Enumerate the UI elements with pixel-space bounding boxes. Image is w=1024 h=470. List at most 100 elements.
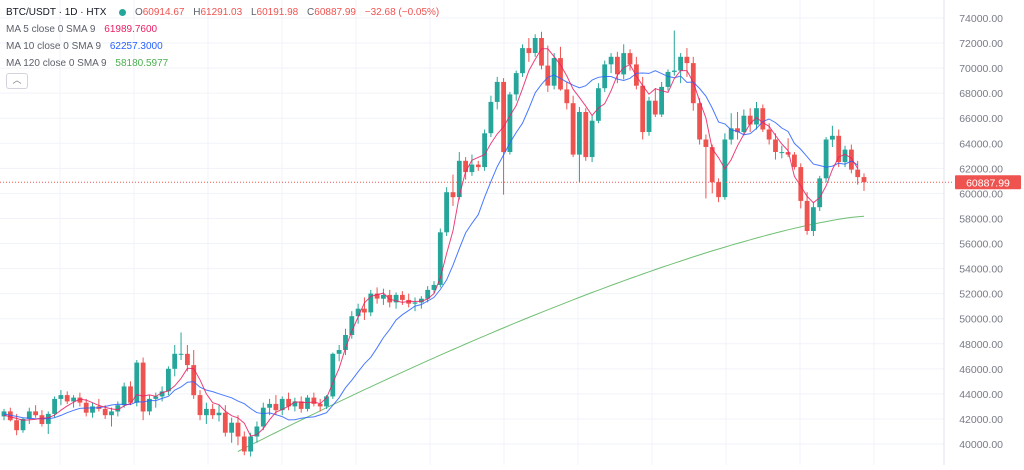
candle-body — [741, 115, 747, 132]
low-value: 60191.98 — [256, 7, 299, 18]
candle-body — [671, 70, 677, 72]
high-label: H — [193, 7, 201, 18]
candle-body — [153, 396, 159, 399]
candle-body — [640, 85, 646, 133]
candle-body — [659, 86, 664, 115]
candle-body — [703, 139, 709, 147]
candle-body — [254, 426, 260, 437]
candle-body — [716, 182, 721, 198]
candle-body — [134, 362, 140, 403]
candle-body — [463, 160, 468, 173]
candle-body — [488, 101, 494, 134]
candle-body — [513, 73, 519, 95]
candle-body — [425, 289, 431, 299]
y-tick-label: 64000.00 — [959, 138, 1003, 150]
candle-body — [90, 406, 95, 413]
candle-body — [222, 412, 228, 433]
candle-body — [785, 152, 791, 155]
indicator-label: MA 10 close 0 SMA 9 — [6, 41, 102, 52]
candle-body — [482, 133, 487, 168]
candle-body — [665, 71, 671, 87]
last-price-tag — [955, 175, 1021, 190]
ohlc-values: O60914.67 H61291.03 L60191.98 C60887.99 … — [135, 7, 445, 18]
y-tick-label: 72000.00 — [959, 38, 1003, 50]
candle-body — [520, 48, 525, 74]
candle-body — [33, 411, 38, 416]
candle-body — [115, 405, 121, 412]
candle-body — [684, 56, 690, 64]
candle-body — [298, 401, 304, 409]
candle-body — [589, 120, 595, 157]
market-status-icon — [119, 8, 127, 16]
candle-body — [393, 294, 399, 303]
candle-body — [431, 284, 437, 290]
candle-body — [20, 418, 26, 431]
candle-body — [185, 353, 190, 366]
last-price-label: 60887.99 — [966, 177, 1010, 189]
candle-body — [437, 232, 443, 285]
y-tick-label: 74000.00 — [959, 13, 1003, 25]
candle-body — [128, 386, 133, 403]
indicator-value: 58180.5977 — [115, 58, 169, 69]
candle-body — [773, 139, 778, 152]
candle-body — [102, 408, 108, 416]
y-tick-label: 70000.00 — [959, 63, 1003, 75]
candle-body — [709, 147, 715, 183]
y-tick-label: 60000.00 — [959, 188, 1003, 200]
candle-body — [804, 200, 810, 231]
y-tick-label: 56000.00 — [959, 239, 1003, 251]
candle-body — [608, 56, 614, 65]
candle-body — [39, 415, 45, 424]
candle-body — [450, 192, 456, 198]
candle-body — [191, 365, 197, 396]
candle-body — [615, 56, 620, 75]
ma10-line — [3, 70, 858, 421]
candle-body — [400, 294, 405, 300]
candle-body — [178, 353, 184, 355]
indicator-ma120[interactable]: MA 120 close 0 SMA 9 58180.5977 — [6, 55, 451, 72]
candle-body — [159, 391, 165, 397]
candle-body — [501, 81, 506, 153]
candle-body — [823, 139, 829, 179]
y-tick-label: 40000.00 — [959, 439, 1003, 451]
candle-body — [412, 302, 418, 304]
y-tick-label: 54000.00 — [959, 264, 1003, 276]
candle-body — [861, 177, 867, 183]
y-tick-label: 58000.00 — [959, 214, 1003, 226]
candle-body — [766, 129, 772, 140]
candle-body — [532, 38, 538, 53]
y-tick-label: 66000.00 — [959, 113, 1003, 125]
candle-body — [652, 100, 658, 115]
candle-body — [583, 112, 589, 158]
candle-body — [216, 412, 222, 416]
candle-body — [64, 395, 70, 402]
candle-body — [336, 350, 342, 354]
candle-body — [204, 408, 209, 416]
y-tick-label: 44000.00 — [959, 389, 1003, 401]
candle-body — [564, 89, 570, 104]
candle-body — [570, 103, 576, 155]
candle-body — [166, 368, 171, 392]
candle-body — [842, 149, 848, 163]
symbol-title[interactable]: BTC/USDT · 1D · HTX — [6, 7, 107, 18]
y-tick-label: 62000.00 — [959, 163, 1003, 175]
candle-body — [14, 420, 19, 431]
candle-body — [545, 65, 551, 86]
candle-body — [121, 386, 127, 406]
y-tick-label: 50000.00 — [959, 314, 1003, 326]
candle-body — [210, 408, 216, 416]
candle-body — [798, 167, 804, 201]
candle-body — [241, 436, 247, 452]
indicator-ma10[interactable]: MA 10 close 0 SMA 9 62257.3000 — [6, 38, 451, 55]
candle-body — [374, 293, 380, 299]
candle-body — [267, 403, 272, 408]
close-value: 60887.99 — [314, 7, 356, 18]
y-tick-label: 42000.00 — [959, 414, 1003, 426]
candle-body — [172, 353, 178, 369]
collapse-legend-button[interactable]: ︿ — [6, 73, 28, 89]
candle-body — [305, 397, 310, 409]
indicator-ma5[interactable]: MA 5 close 0 SMA 9 61989.7600 — [6, 21, 451, 38]
candle-body — [71, 397, 76, 402]
